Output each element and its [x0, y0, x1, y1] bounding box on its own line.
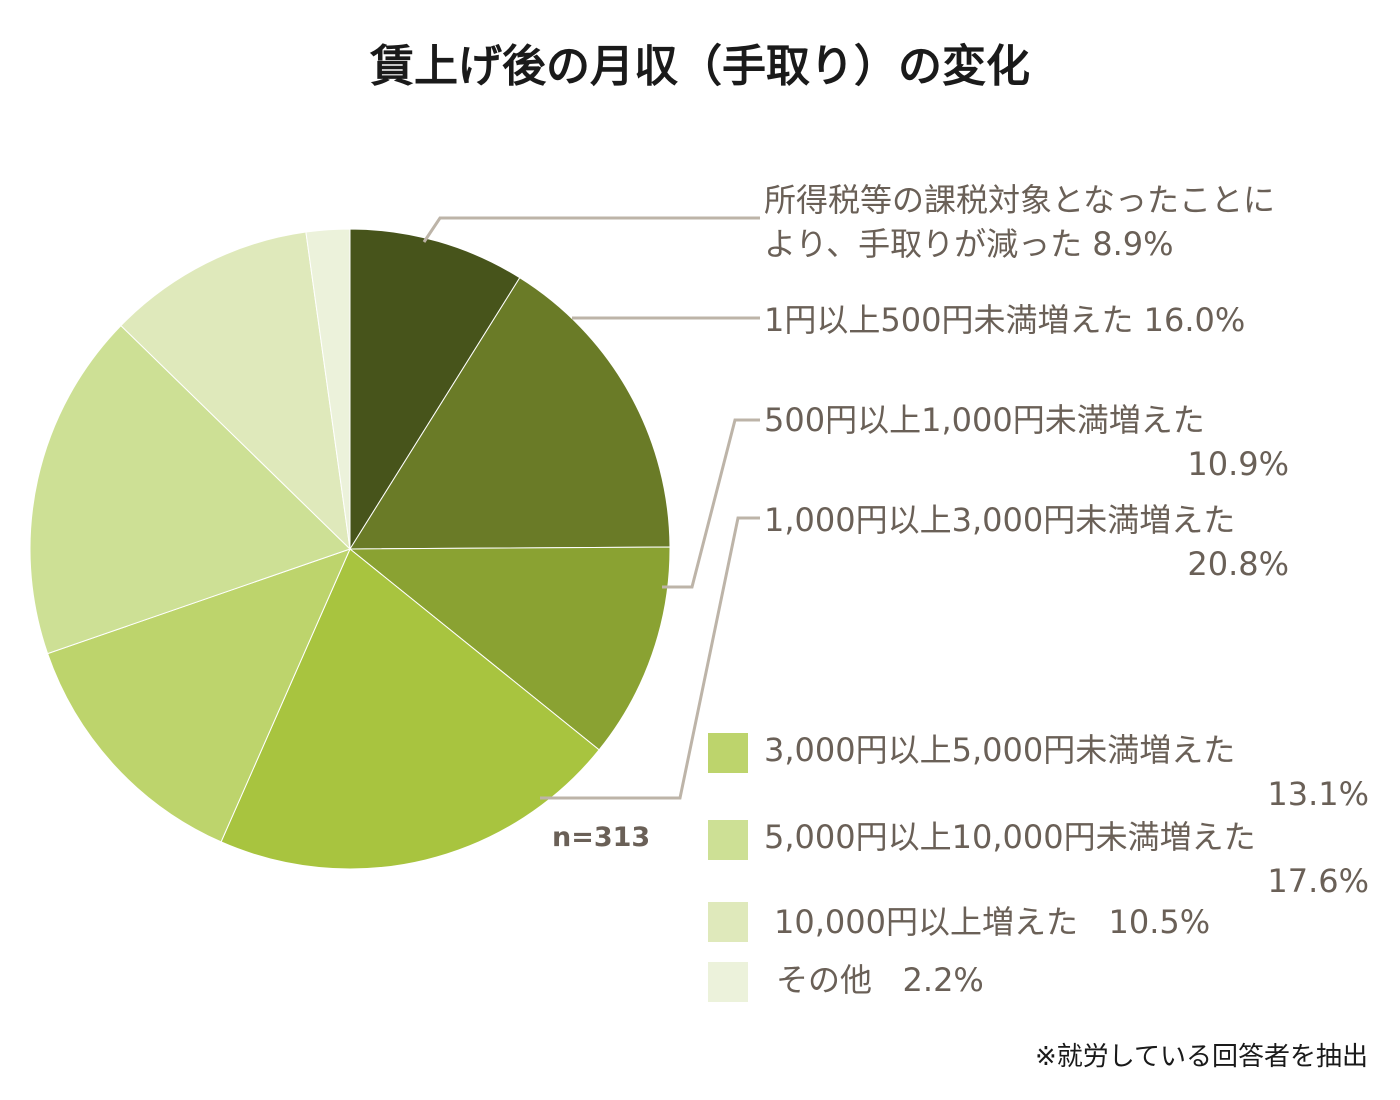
slice-value-1: 16.0% [1143, 301, 1246, 339]
leader-line-slice-0 [422, 216, 760, 243]
legend-swatch-5 [708, 820, 748, 860]
slice-value-2: 10.9% [1187, 445, 1289, 483]
pie-slice-4 [46, 548, 351, 843]
legend-value-5: 17.6% [1267, 862, 1369, 900]
pie-slice-3 [220, 548, 600, 870]
slice-label-3: 1,000円以上3,000円未満増えた 20.8% [764, 498, 1289, 586]
leader-line-slice-2 [662, 418, 760, 589]
legend-value-4: 13.1% [1267, 775, 1369, 813]
pie-slice-2 [348, 546, 671, 751]
slice-value-0: 8.9% [1092, 225, 1174, 263]
leader-line-slice-3 [540, 516, 760, 800]
slice-label-2: 500円以上1,000円未満増えた 10.9% [764, 398, 1289, 486]
chart-title: 賃上げ後の月収（手取り）の変化 [370, 41, 1030, 92]
pie-slice-5 [29, 324, 351, 655]
sample-size: n=313 [552, 822, 651, 853]
legend-swatch-4 [708, 733, 748, 773]
legend-item-5: 5,000円以上10,000円未満増えた 17.6% [764, 815, 1369, 903]
slice-label-1: 1円以上500円未満増えた 16.0% [764, 298, 1245, 342]
legend-swatch-6 [708, 902, 748, 942]
slice-label-2-line1: 500円以上1,000円未満増えた [764, 401, 1205, 439]
legend-item-4: 3,000円以上5,000円未満増えた 13.1% [764, 728, 1369, 816]
slice-label-0: 所得税等の課税対象となったことに より、手取りが減った 8.9% [764, 178, 1275, 266]
legend-label-6: 10,000円以上増えた [774, 903, 1078, 941]
pie-slice-7 [305, 228, 351, 550]
legend-label-4: 3,000円以上5,000円未満増えた [764, 731, 1236, 769]
pie-slice-1 [349, 277, 671, 550]
legend-label-5: 5,000円以上10,000円未満増えた [764, 818, 1256, 856]
legend-swatch-7 [708, 962, 748, 1002]
legend-item-7: その他 2.2% [776, 958, 984, 1002]
slice-label-3-line1: 1,000円以上3,000円未満増えた [764, 501, 1236, 539]
slice-value-3: 20.8% [1187, 545, 1289, 583]
footnote: ※就労している回答者を抽出 [1034, 1042, 1368, 1072]
pie-slice-0 [349, 228, 521, 551]
legend-value-7: 2.2% [902, 961, 984, 999]
legend-item-6: 10,000円以上増えた 10.5% [774, 900, 1210, 944]
pie-slice-6 [120, 231, 351, 551]
legend-value-6: 10.5% [1108, 903, 1211, 941]
legend-label-7: その他 [776, 961, 873, 999]
slice-label-0-line1: 所得税等の課税対象となったことに [764, 181, 1276, 219]
slice-label-1-line1: 1円以上500円未満増えた [764, 301, 1134, 339]
slice-label-0-line2: より、手取りが減った [764, 225, 1083, 263]
